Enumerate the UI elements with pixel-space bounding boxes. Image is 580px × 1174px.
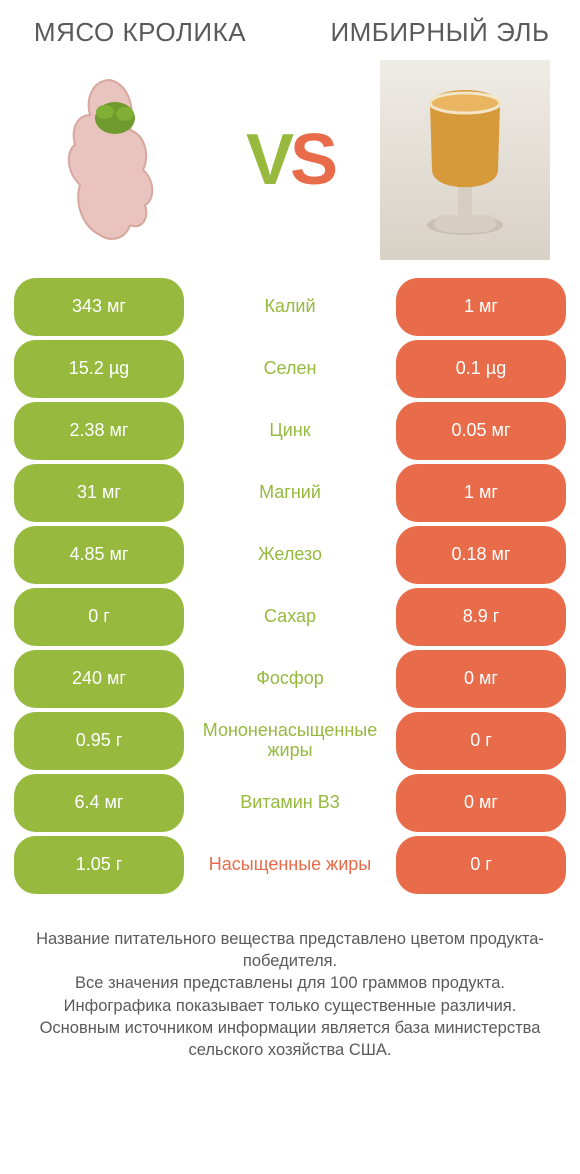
table-row: 343 мгКалий1 мг [14, 278, 566, 336]
right-value: 0 г [396, 836, 566, 894]
left-value: 0.95 г [14, 712, 184, 770]
right-value: 0.05 мг [396, 402, 566, 460]
left-value: 343 мг [14, 278, 184, 336]
nutrient-name: Магний [184, 464, 396, 522]
nutrient-name: Железо [184, 526, 396, 584]
left-value: 0 г [14, 588, 184, 646]
ginger-ale-icon [380, 60, 550, 260]
left-value: 1.05 г [14, 836, 184, 894]
footnote-line: Название питательного вещества представл… [36, 930, 544, 970]
right-value: 0 мг [396, 774, 566, 832]
comparison-table: 343 мгКалий1 мг15.2 µgСелен0.1 µg2.38 мг… [0, 278, 580, 894]
nutrient-name: Калий [184, 278, 396, 336]
vs-label: VS [246, 119, 334, 201]
right-value: 0 г [396, 712, 566, 770]
left-value: 6.4 мг [14, 774, 184, 832]
table-row: 240 мгФосфор0 мг [14, 650, 566, 708]
header: МЯСО КРОЛИКА ИМБИРНЫЙ ЭЛЬ [0, 0, 580, 56]
right-value: 0.1 µg [396, 340, 566, 398]
nutrient-name: Мононенасыщенные жиры [184, 712, 396, 770]
left-value: 15.2 µg [14, 340, 184, 398]
left-value: 240 мг [14, 650, 184, 708]
table-row: 2.38 мгЦинк0.05 мг [14, 402, 566, 460]
vs-v: V [246, 120, 290, 200]
right-value: 0.18 мг [396, 526, 566, 584]
left-value: 4.85 мг [14, 526, 184, 584]
right-value: 1 мг [396, 464, 566, 522]
nutrient-name: Сахар [184, 588, 396, 646]
rabbit-meat-icon [30, 60, 200, 260]
nutrient-name: Фосфор [184, 650, 396, 708]
table-row: 0.95 гМононенасыщенные жиры0 г [14, 712, 566, 770]
vs-s: S [290, 120, 334, 200]
right-value: 1 мг [396, 278, 566, 336]
left-value: 31 мг [14, 464, 184, 522]
nutrient-name: Витамин B3 [184, 774, 396, 832]
nutrient-name: Селен [184, 340, 396, 398]
left-product-title: МЯСО КРОЛИКА [30, 18, 250, 48]
images-row: VS [0, 56, 580, 278]
left-value: 2.38 мг [14, 402, 184, 460]
right-value: 8.9 г [396, 588, 566, 646]
nutrient-name: Цинк [184, 402, 396, 460]
nutrient-name: Насыщенные жиры [184, 836, 396, 894]
right-product-title: ИМБИРНЫЙ ЭЛЬ [330, 18, 550, 48]
footnote-line: Все значения представлены для 100 граммо… [75, 974, 505, 992]
footnote-line: Основным источником информации является … [40, 1019, 541, 1059]
table-row: 1.05 гНасыщенные жиры0 г [14, 836, 566, 894]
table-row: 6.4 мгВитамин B30 мг [14, 774, 566, 832]
footnote: Название питательного вещества представл… [0, 898, 580, 1062]
table-row: 31 мгМагний1 мг [14, 464, 566, 522]
right-value: 0 мг [396, 650, 566, 708]
footnote-line: Инфографика показывает только существенн… [64, 997, 517, 1015]
table-row: 4.85 мгЖелезо0.18 мг [14, 526, 566, 584]
table-row: 0 гСахар8.9 г [14, 588, 566, 646]
table-row: 15.2 µgСелен0.1 µg [14, 340, 566, 398]
